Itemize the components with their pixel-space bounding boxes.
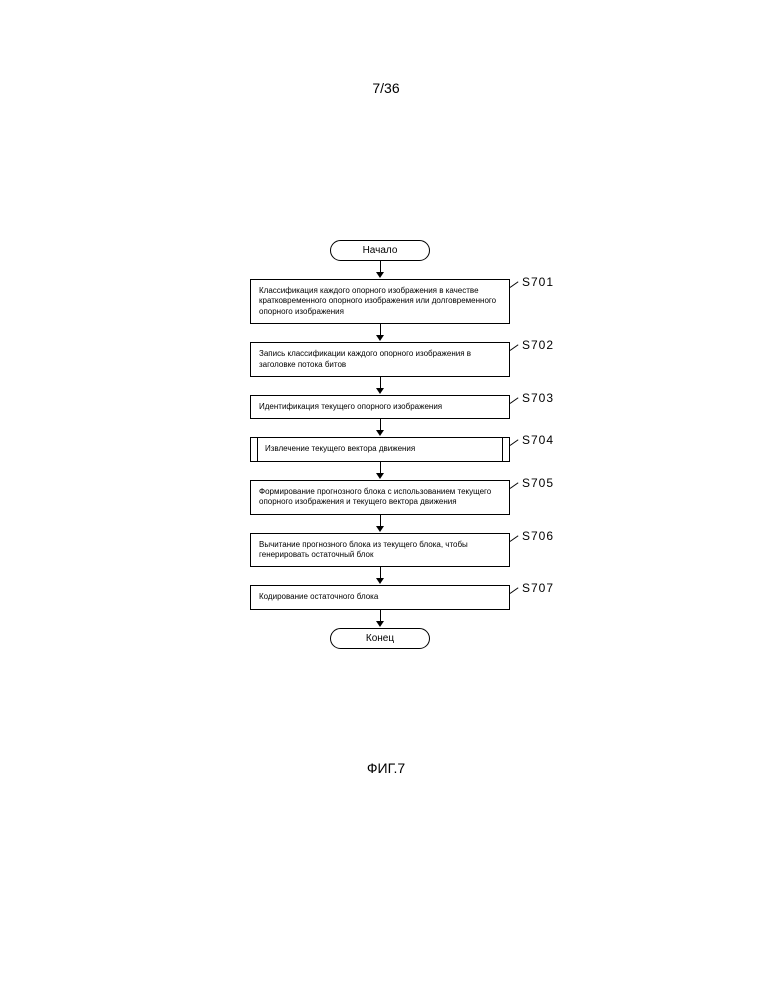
flow-step: Формирование прогнозного блока с использ… bbox=[180, 480, 580, 515]
arrow bbox=[180, 324, 580, 342]
leader-line bbox=[510, 344, 520, 356]
step-label: S706 bbox=[522, 529, 554, 543]
leader-line bbox=[510, 482, 520, 494]
flow-step: Запись классификации каждого опорного из… bbox=[180, 342, 580, 377]
process-box: Кодирование остаточного блока bbox=[250, 585, 510, 609]
arrow bbox=[180, 610, 580, 628]
leader-line bbox=[510, 281, 520, 293]
process-box: Запись классификации каждого опорного из… bbox=[250, 342, 510, 377]
step-label: S704 bbox=[522, 433, 554, 447]
terminator-end: Конец bbox=[330, 628, 430, 649]
figure-caption: ФИГ.7 bbox=[0, 760, 772, 776]
subroutine-box: Извлечение текущего вектора движения bbox=[250, 437, 510, 461]
leader-line bbox=[510, 439, 520, 451]
arrow bbox=[180, 567, 580, 585]
leader-line bbox=[510, 397, 520, 409]
flow-step: Извлечение текущего вектора движенияS704 bbox=[180, 437, 580, 461]
terminator-start: Начало bbox=[330, 240, 430, 261]
process-box: Вычитание прогнозного блока из текущего … bbox=[250, 533, 510, 568]
arrow bbox=[180, 377, 580, 395]
flow-step: Классификация каждого опорного изображен… bbox=[180, 279, 580, 324]
step-label: S702 bbox=[522, 338, 554, 352]
step-label: S701 bbox=[522, 275, 554, 289]
step-label: S707 bbox=[522, 581, 554, 595]
flowchart: Начало Классификация каждого опорного из… bbox=[180, 240, 580, 649]
leader-line bbox=[510, 587, 520, 599]
leader-line bbox=[510, 535, 520, 547]
page-number: 7/36 bbox=[0, 80, 772, 96]
flow-step: Кодирование остаточного блокаS707 bbox=[180, 585, 580, 609]
arrow bbox=[180, 462, 580, 480]
step-label: S705 bbox=[522, 476, 554, 490]
arrow bbox=[180, 419, 580, 437]
arrow bbox=[180, 261, 580, 279]
flow-step: Идентификация текущего опорного изображе… bbox=[180, 395, 580, 419]
process-box: Классификация каждого опорного изображен… bbox=[250, 279, 510, 324]
page: 7/36 Начало Классификация каждого опорно… bbox=[0, 0, 772, 999]
process-box: Формирование прогнозного блока с использ… bbox=[250, 480, 510, 515]
flow-step: Вычитание прогнозного блока из текущего … bbox=[180, 533, 580, 568]
step-label: S703 bbox=[522, 391, 554, 405]
arrow bbox=[180, 515, 580, 533]
process-box: Идентификация текущего опорного изображе… bbox=[250, 395, 510, 419]
